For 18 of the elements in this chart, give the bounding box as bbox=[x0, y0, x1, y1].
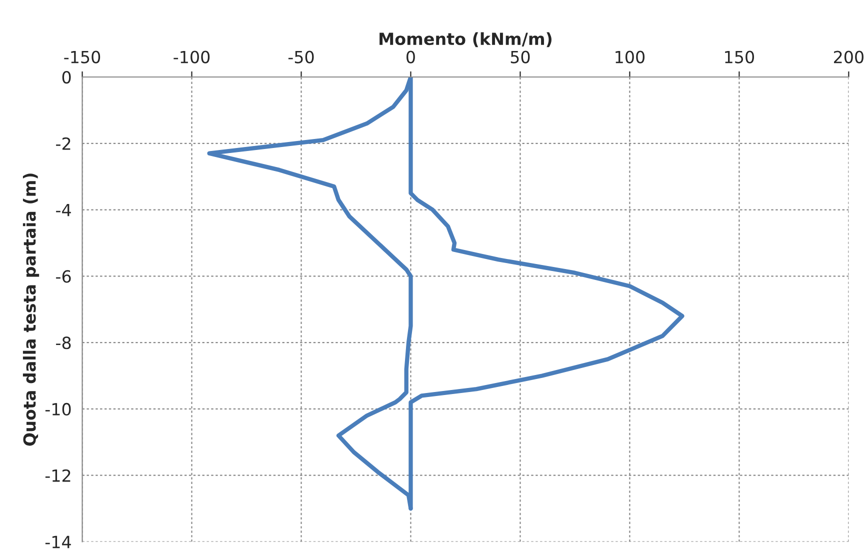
x-tick-label: 0 bbox=[406, 50, 415, 64]
y-tick-label: -12 bbox=[45, 469, 70, 482]
x-tick-label: -150 bbox=[64, 50, 100, 64]
y-tick-label: -2 bbox=[56, 137, 70, 150]
x-tick-label: 150 bbox=[725, 50, 754, 64]
x-tick-label: 100 bbox=[616, 50, 645, 64]
x-tick-label: -50 bbox=[288, 50, 314, 64]
x-tick-label: 50 bbox=[510, 50, 530, 64]
x-tick-label: 200 bbox=[834, 50, 864, 64]
y-tick-label: -4 bbox=[56, 204, 71, 216]
y-tick-label: 0 bbox=[62, 70, 71, 84]
x-tick-label: -100 bbox=[174, 50, 210, 64]
y-tick-label: -8 bbox=[56, 336, 71, 350]
x-axis-title: Momento (kNm/m) bbox=[380, 32, 552, 48]
y-tick-label: -14 bbox=[45, 536, 71, 548]
y-tick-label: -10 bbox=[45, 402, 71, 416]
y-axis-title: Quota dalla testa partaia (m) bbox=[22, 174, 40, 446]
y-tick-label: -6 bbox=[56, 270, 71, 283]
